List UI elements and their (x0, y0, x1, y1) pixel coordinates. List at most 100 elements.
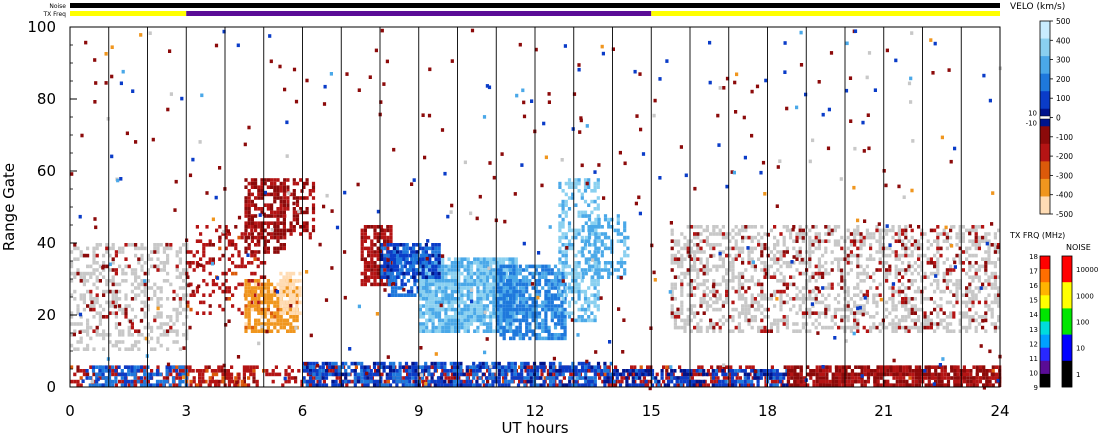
data-cell (347, 372, 351, 377)
data-cell (250, 304, 254, 308)
data-cell (414, 379, 418, 384)
data-cell (437, 279, 442, 283)
data-cell (821, 253, 825, 258)
data-cell (444, 311, 448, 315)
data-cell (782, 239, 786, 243)
data-cell (747, 311, 751, 315)
data-cell (305, 196, 309, 200)
data-cell (185, 336, 189, 341)
data-cell (920, 297, 924, 301)
data-cell (949, 268, 953, 272)
data-cell (825, 369, 829, 373)
data-cell (953, 372, 957, 377)
data-cell (918, 369, 922, 373)
data-cell (750, 239, 754, 243)
data-cell (82, 279, 86, 283)
data-cell (208, 271, 212, 276)
data-cell (849, 239, 853, 243)
data-cell (260, 189, 264, 193)
data-cell (776, 250, 780, 254)
data-cell (476, 376, 480, 380)
data-cell (882, 372, 887, 377)
data-cell (244, 246, 248, 251)
data-cell (945, 286, 949, 290)
data-cell (237, 307, 241, 312)
data-cell (257, 311, 261, 315)
data-cell (250, 232, 254, 236)
data-cell (709, 243, 713, 247)
data-cell (984, 264, 988, 269)
data-cell (321, 383, 325, 387)
data-cell (811, 250, 815, 254)
data-cell (266, 325, 270, 330)
data-cell (901, 325, 905, 330)
data-cell (863, 383, 867, 387)
data-cell (593, 379, 597, 384)
data-cell (273, 304, 277, 308)
data-cell (289, 232, 293, 236)
data-cell (443, 365, 447, 369)
data-cell (988, 379, 992, 384)
data-cell (737, 228, 741, 233)
data-cell (137, 347, 141, 351)
data-cell (192, 376, 196, 380)
data-cell (263, 282, 267, 287)
data-cell (95, 311, 99, 315)
data-cell (172, 307, 176, 312)
data-cell (961, 268, 965, 272)
data-cell (773, 275, 777, 279)
data-cell (237, 235, 241, 240)
data-cell (942, 311, 946, 315)
data-cell (789, 232, 793, 236)
data-cell (968, 325, 972, 330)
data-cell (137, 329, 141, 333)
data-cell (95, 379, 99, 384)
data-cell (195, 250, 199, 254)
data-cell (146, 379, 150, 384)
data-cell (428, 264, 432, 269)
data-cell (70, 264, 74, 269)
data-cell (497, 369, 501, 373)
data-cell (974, 268, 978, 272)
data-cell (952, 225, 956, 229)
data-cell (500, 383, 505, 387)
data-cell (875, 286, 879, 290)
data-cell (731, 235, 735, 240)
data-cell (981, 315, 985, 319)
data-cell (102, 336, 106, 341)
data-cell (860, 365, 864, 369)
data-cell (86, 322, 90, 326)
data-cell (377, 365, 381, 369)
data-cell (878, 257, 882, 261)
data-cell (205, 369, 209, 373)
data-cell (523, 361, 527, 366)
data-cell (762, 372, 767, 377)
data-cell (178, 271, 182, 276)
data-cell (416, 286, 420, 290)
data-cell (237, 376, 241, 380)
data-cell (263, 203, 267, 207)
data-cell (221, 372, 225, 377)
data-cell (676, 376, 680, 380)
data-cell (789, 297, 793, 301)
data-cell (875, 325, 879, 330)
data-cell (70, 311, 74, 315)
data-cell (873, 376, 877, 380)
data-cell (875, 311, 879, 315)
data-cell (292, 282, 296, 287)
data-cell (440, 383, 444, 387)
data-cell (444, 376, 448, 380)
data-cell (263, 178, 267, 182)
data-cell (273, 181, 277, 186)
data-cell (398, 369, 402, 373)
data-cell (949, 322, 953, 326)
data-cell (981, 239, 985, 243)
data-cell (282, 189, 286, 193)
data-cell (123, 372, 128, 377)
data-cell (981, 264, 985, 269)
data-cell (542, 379, 546, 384)
data-cell (260, 311, 264, 315)
data-cell (714, 369, 719, 373)
data-cell (249, 372, 253, 377)
data-cell (447, 282, 451, 287)
